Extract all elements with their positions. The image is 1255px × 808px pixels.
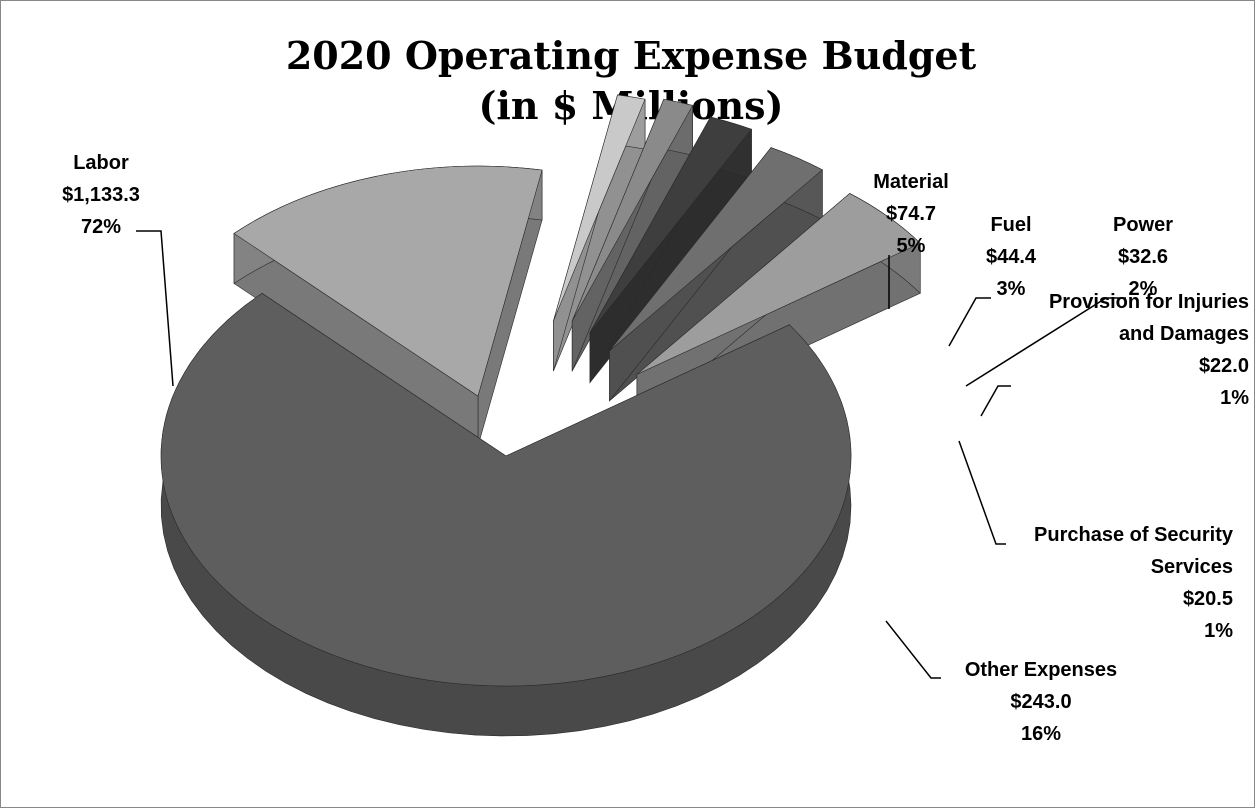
data-label-name: Material [873, 171, 949, 193]
data-label-labor: Labor $1,133.3 72% [62, 152, 140, 238]
slices-layer [160, 94, 921, 737]
pie-slice-top [636, 193, 921, 375]
data-label-percent: 1% [1204, 620, 1233, 642]
leader-line-provision-for-injuries-and-damages [980, 385, 1011, 417]
pie-slice-other-expenses [233, 165, 543, 447]
leader-line-purchase-of-security-services [958, 440, 1006, 545]
data-label-value: $32.6 [1118, 246, 1168, 268]
data-label-value: $44.4 [986, 246, 1037, 268]
data-label-name: Labor [73, 152, 129, 174]
data-label-name: Other Expenses [965, 659, 1117, 681]
pie-slice-top [233, 165, 543, 397]
leader-line-fuel [948, 297, 991, 347]
data-label-fuel: Fuel $44.4 3% [986, 214, 1037, 300]
data-label-percent: 1% [1220, 387, 1249, 409]
data-label-name: Purchase of Security [1034, 524, 1234, 546]
data-label-percent: 16% [1021, 723, 1061, 745]
data-label-other-expenses: Other Expenses $243.0 16% [965, 659, 1117, 745]
pie-slice-top [589, 116, 752, 333]
pie-slice-top [571, 98, 694, 322]
data-label-percent: 5% [897, 235, 926, 257]
data-label-name: Services [1151, 556, 1233, 578]
pie-slice-power [589, 115, 752, 384]
data-label-value: $1,133.3 [62, 184, 140, 206]
pie-slice-top [553, 94, 646, 322]
pie-slice-top [160, 293, 852, 687]
data-label-purchase-of-security-services: Purchase of Security Services $20.5 1% [1034, 524, 1234, 642]
data-label-value: $243.0 [1010, 691, 1071, 713]
leader-line-other-expenses [885, 620, 941, 679]
data-labels-layer: Labor $1,133.3 72% Material $74.7 5% Fuel $44.4… [62, 152, 1249, 745]
data-label-percent: 2% [1129, 278, 1158, 300]
data-label-power: Power $32.6 2% [1113, 214, 1173, 300]
data-label-percent: 72% [81, 216, 121, 238]
pie-slice-labor [160, 292, 852, 737]
pie-slice-top [609, 147, 823, 352]
data-label-percent: 3% [997, 278, 1026, 300]
data-label-name: Provision for Injuries [1049, 291, 1249, 313]
chart-title: 2020 Operating Expense Budget [286, 33, 977, 78]
pie-slice-purchase-of-security-services [553, 94, 646, 372]
leader-lines-layer [136, 230, 1126, 679]
data-label-value: $22.0 [1199, 355, 1249, 377]
leader-line-power [965, 297, 1126, 387]
leader-line-labor [136, 230, 174, 387]
pie-slice-fuel [609, 146, 823, 402]
data-label-value: $74.7 [886, 203, 936, 225]
data-label-name: Power [1113, 214, 1173, 236]
data-label-name: and Damages [1119, 323, 1249, 345]
data-label-name: Fuel [990, 214, 1031, 236]
data-label-material: Material $74.7 5% [873, 171, 949, 257]
data-label-provision-for-injuries-and-damages: Provision for Injuries and Damages $22.0 1% [1049, 291, 1249, 409]
data-label-value: $20.5 [1183, 588, 1233, 610]
pie-slice-provision-for-injuries-and-damages [571, 98, 694, 373]
